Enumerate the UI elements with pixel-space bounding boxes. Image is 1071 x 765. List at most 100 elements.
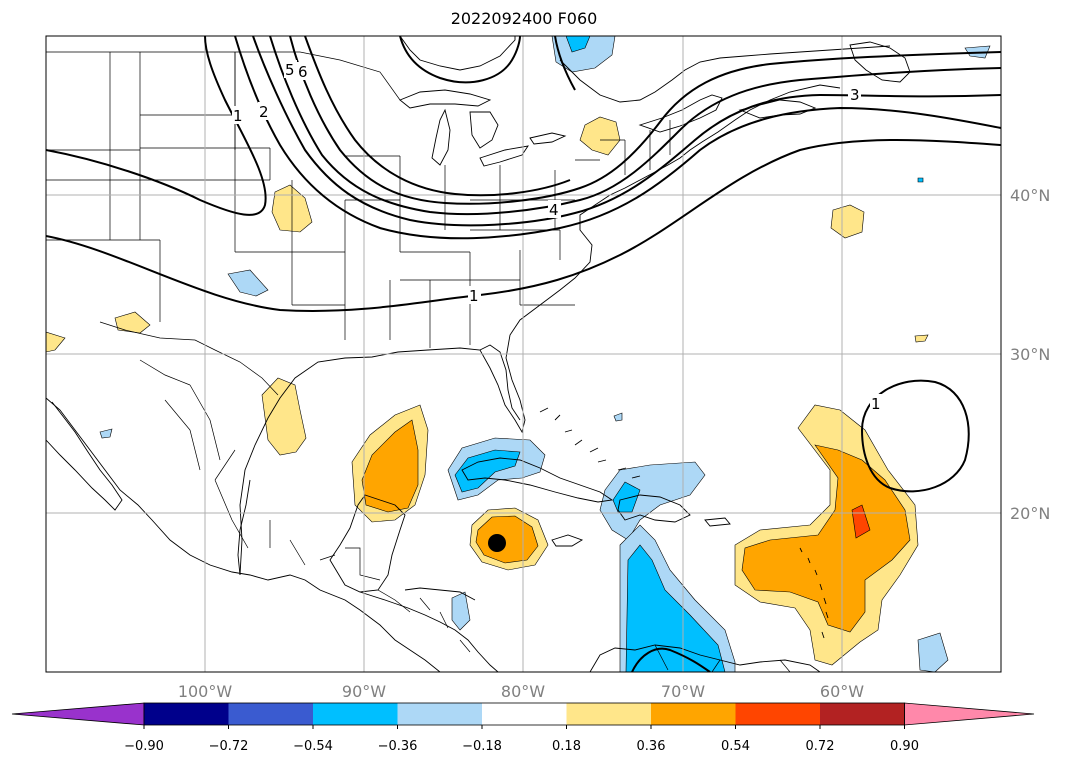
map-title: 2022092400 F060 xyxy=(450,9,598,28)
coast-nova-scotia xyxy=(738,99,817,119)
shade-blue-dot xyxy=(917,177,924,183)
lon-tick-100w: 100°W xyxy=(178,682,233,701)
shade-yellow-pac xyxy=(46,331,66,353)
shade-orange-atlantic xyxy=(741,444,911,633)
svg-text:4: 4 xyxy=(549,201,559,219)
contour-5 xyxy=(289,36,1001,205)
coast-maritime xyxy=(638,94,723,133)
svg-text:5: 5 xyxy=(285,61,295,79)
lat-tick-40n: 40°N xyxy=(1010,186,1050,205)
colorbar-tick-label: −0.72 xyxy=(209,739,249,754)
svg-text:1: 1 xyxy=(233,107,243,125)
shade-yellow-sw xyxy=(114,311,151,334)
coast-lake-ontario xyxy=(529,132,567,145)
coast-hispaniola xyxy=(617,494,691,523)
colorbar: −0.90 −0.72 −0.54 −0.36 −0.18 0.18 0.36 0.54 0.7… xyxy=(11,702,1035,754)
shade-blue-se xyxy=(917,632,949,672)
contour-label-1c: 1 xyxy=(870,394,883,413)
shade-blue-pac xyxy=(99,428,113,439)
contour-label-4: 4 xyxy=(548,200,561,219)
shade-blue-hisp xyxy=(599,461,706,541)
colorbar-tick-label: 0.36 xyxy=(637,739,666,754)
border-canada xyxy=(46,52,236,240)
lat-tick-20n: 20°N xyxy=(1010,504,1050,523)
coast-jamaica xyxy=(551,534,584,547)
coast-antilles xyxy=(799,547,829,639)
coast-baja-pen xyxy=(46,401,123,511)
contour-1-inner xyxy=(46,36,267,216)
shade-yellow-wgulf xyxy=(261,377,307,456)
contour-0-north xyxy=(554,36,576,91)
colorbar-tick-label: 0.72 xyxy=(806,739,835,754)
contour-label-1a: 1 xyxy=(232,106,245,125)
coast-bahamas xyxy=(539,407,641,479)
lon-tick-90w: 90°W xyxy=(342,682,386,701)
shade-blue-top-core xyxy=(565,36,591,53)
colorbar-segment xyxy=(651,703,736,725)
colorbar-tick-label: 0.18 xyxy=(552,739,581,754)
contour-0-south xyxy=(631,647,711,672)
colorbar-extend-low xyxy=(11,702,145,726)
contour-label-6: 6 xyxy=(297,62,310,81)
coast-newfoundland xyxy=(849,41,911,83)
contour-2 xyxy=(234,36,1001,240)
coast-north-canada xyxy=(399,36,891,103)
shade-cyan-cuba xyxy=(454,449,521,493)
coast-cuba xyxy=(461,457,614,503)
colorbar-tick-label: −0.54 xyxy=(293,739,333,754)
colorbar-segment xyxy=(397,703,482,725)
contour-3 xyxy=(252,36,1001,227)
lon-tick-80w: 80°W xyxy=(501,682,545,701)
colorbar-segment xyxy=(735,703,820,725)
coast-central-am xyxy=(359,591,499,672)
coast-lake-erie xyxy=(479,145,529,167)
coastlines xyxy=(46,36,911,672)
colorbar-segment xyxy=(566,703,651,725)
lon-tick-70w: 70°W xyxy=(661,682,705,701)
border-central-am xyxy=(377,589,471,653)
storm-center-dot xyxy=(488,534,506,552)
coast-honduras xyxy=(404,587,476,601)
shade-cyan-hisp xyxy=(612,481,641,513)
colorbar-segment xyxy=(482,703,567,725)
svg-text:3: 3 xyxy=(850,86,860,104)
colorbar-tick-label: −0.18 xyxy=(462,739,502,754)
svg-text:1: 1 xyxy=(469,287,479,305)
shade-yellow-sm xyxy=(914,334,929,343)
svg-text:1: 1 xyxy=(871,395,881,413)
contour-6-loop xyxy=(399,36,521,84)
contour-6 xyxy=(304,36,571,197)
contour-1-outer xyxy=(46,139,1001,313)
lon-tick-labels: 100°W 90°W 80°W 70°W 60°W xyxy=(178,682,864,701)
coast-florida xyxy=(479,344,521,421)
colorbar-outline xyxy=(143,702,905,726)
coast-lake-superior xyxy=(399,89,492,109)
shade-blue-small xyxy=(613,412,623,422)
contours xyxy=(46,36,1001,672)
colorbar-segment xyxy=(313,703,398,725)
border-mexico xyxy=(139,359,381,581)
shade-blue-top xyxy=(551,36,616,73)
colorbar-extend-high xyxy=(904,702,1035,726)
coast-south-am xyxy=(589,644,821,672)
shade-yellow-atl xyxy=(830,204,865,239)
coast-lake-huron xyxy=(469,111,499,149)
coast-yucatan xyxy=(329,494,406,593)
contour-circle xyxy=(860,379,970,493)
colorbar-segment xyxy=(144,703,229,725)
colorbar-tick-label: 0.54 xyxy=(721,739,750,754)
shade-cyan-carib xyxy=(625,544,726,672)
coast-texas xyxy=(237,479,251,576)
contour-label-5: 5 xyxy=(284,60,297,79)
contour-4 xyxy=(269,36,1001,216)
map-frame xyxy=(45,35,1002,673)
coast-gulf xyxy=(239,84,841,576)
svg-text:6: 6 xyxy=(298,63,308,81)
shade-yellow-lakes xyxy=(579,116,621,156)
shade-blue-sw xyxy=(227,269,269,297)
contour-label-1b: 1 xyxy=(468,286,481,305)
lon-tick-60w: 60°W xyxy=(820,682,864,701)
coast-puerto-rico xyxy=(704,517,731,527)
colorbar-tick-label: −0.36 xyxy=(378,739,418,754)
